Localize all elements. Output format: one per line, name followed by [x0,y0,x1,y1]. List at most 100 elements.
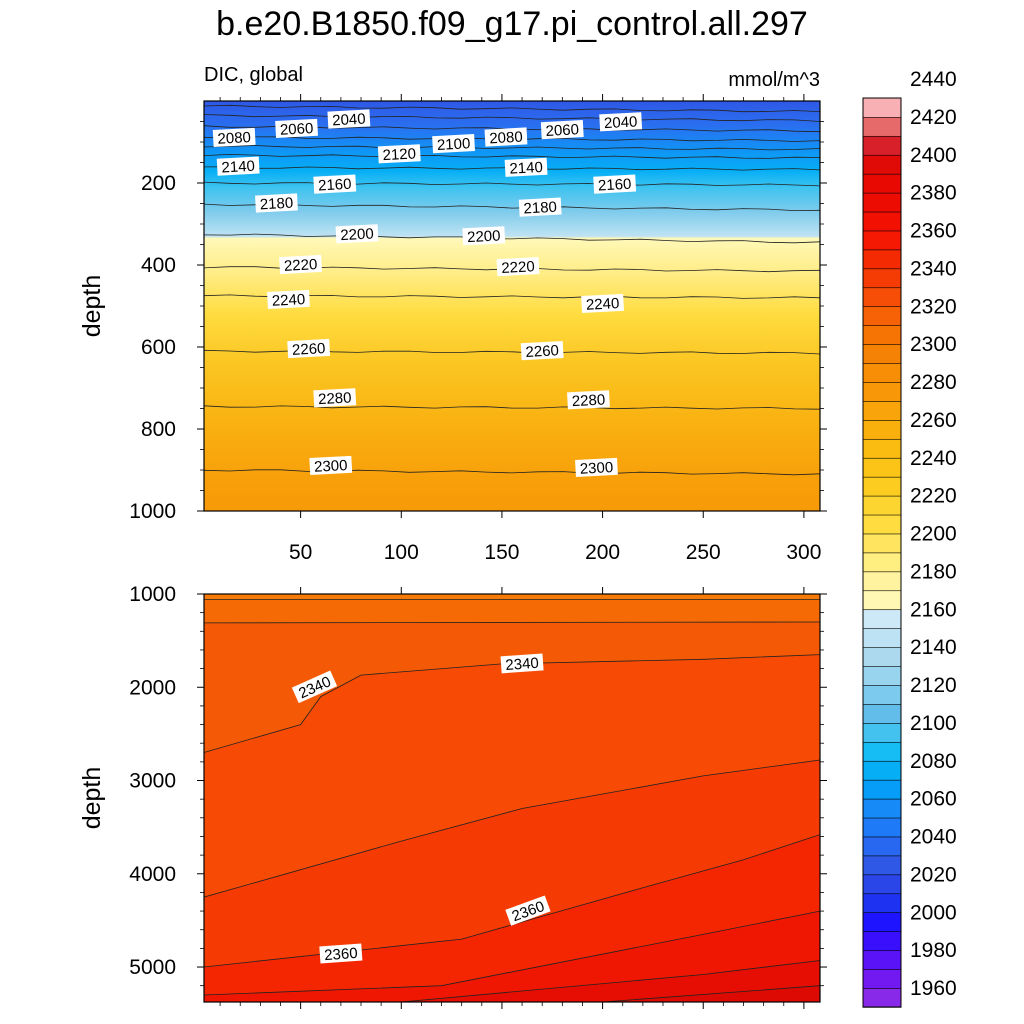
upper-ylabel: depth [78,275,106,338]
colorbar-label: 2280 [910,371,957,394]
colorbar-box [862,893,902,914]
colorbar-box [862,817,902,838]
contour-label: 2260 [287,338,331,359]
x-tick-label: 300 [786,541,821,564]
colorbar-box [862,779,902,800]
contour-line [204,405,820,410]
colorbar-box [862,135,902,156]
colorbar-box [862,154,902,175]
colorbar-box [862,306,902,326]
colorbar-label: 2200 [910,523,957,546]
contour-line [602,985,820,1002]
contour-label: 2060 [540,120,584,140]
colorbar-box [862,552,902,573]
contour-label: 2280 [567,390,610,410]
contour-line [204,233,820,244]
lower-plot-frame [203,593,821,1003]
colorbar-box [862,192,902,213]
contour-label-text: 2140 [509,159,543,178]
colorbar-box [862,874,902,895]
contour-label-text: 2040 [604,113,638,132]
contour-label-text: 2240 [271,291,305,310]
contour-label: 2360 [319,943,363,964]
colorbar: 1960 1980 2000 2020 2040 2060 2080 2100 2120 2140… [862,68,957,1008]
colorbar-box [862,627,902,648]
colorbar-box [862,533,902,554]
colorbar-box [862,836,902,857]
colorbar-label: 1980 [910,939,957,962]
colorbar-box [862,571,902,592]
colorbar-label: 2100 [910,712,957,735]
colorbar-box [862,741,902,762]
colorbar-label: 2040 [910,826,957,849]
contour-label: 2100 [432,134,475,154]
contour-label: 2060 [275,118,318,139]
x-tick-label: 100 [384,541,419,564]
colorbar-label: 2220 [910,485,957,508]
contour-label: 2200 [462,226,506,246]
contour-line [204,469,820,476]
colorbar-box [862,324,902,345]
contour-label-text: 2040 [332,111,366,130]
variable-label: DIC, global [204,64,303,86]
contour-label-text: 2060 [545,121,579,140]
contour-label: 2080 [212,127,256,148]
colorbar-box [862,287,902,308]
colorbar-label: 2260 [910,409,957,432]
colorbar-box [862,438,902,459]
colorbar-box [862,514,902,535]
colorbar-box [862,949,902,970]
contour-label: 2240 [267,289,310,310]
contour-label-text: 2300 [579,459,613,478]
x-tick-label: 50 [289,541,312,564]
y-tick-label: 3000 [129,770,176,793]
y-tick-label: 200 [141,172,176,195]
colorbar-label: 2320 [910,295,957,318]
contour-label: 2040 [327,109,371,130]
colorbar-box [862,646,902,667]
contour-label: 2160 [593,174,637,194]
contour-line [204,104,820,113]
contour-line [204,153,820,159]
contour-label-text: 2260 [292,340,326,359]
colorbar-box [862,97,902,118]
contour-label-text: 2220 [501,258,535,277]
colorbar-label: 2020 [910,863,957,886]
colorbar-label: 2340 [910,257,957,280]
contour-label-text: 2280 [318,389,352,408]
contour-label: 2240 [581,293,624,314]
upper-plot-panel: 2040 2060 2080 2040 2060 2080 2100 2120 2140 2160… [78,94,827,564]
contour-label-text: 2180 [523,199,557,218]
colorbar-label: 2060 [910,788,957,811]
colorbar-box [862,419,902,440]
contour-line [204,181,820,187]
contour-label: 2220 [496,257,540,277]
contour-label: 2040 [599,112,643,132]
colorbar-box [862,684,902,705]
contour-label: 2180 [255,193,298,213]
y-tick-label: 5000 [129,956,176,979]
colorbar-box [862,590,902,611]
colorbar-box [862,760,902,781]
contour-line [204,203,820,212]
contour-label-text: 2200 [467,227,501,246]
y-tick-label: 2000 [129,676,176,699]
x-tick-label: 150 [484,541,519,564]
colorbar-box [862,912,902,932]
lower-ylabel: depth [78,767,106,830]
contour-label: 2300 [309,455,353,476]
contour-label-text: 2140 [221,158,255,177]
colorbar-label: 2380 [910,182,957,205]
contour-line [204,145,820,151]
colorbar-label: 2120 [910,674,957,697]
colorbar-box [862,722,902,743]
contour-label-text: 2200 [340,225,374,244]
contour-line [204,654,820,753]
contour-label-text: 2280 [571,391,605,410]
colorbar-box [862,268,902,289]
y-tick-label: 1000 [129,583,176,606]
contour-line [204,834,820,968]
colorbar-box [862,211,902,232]
colorbar-label: 2080 [910,750,957,773]
